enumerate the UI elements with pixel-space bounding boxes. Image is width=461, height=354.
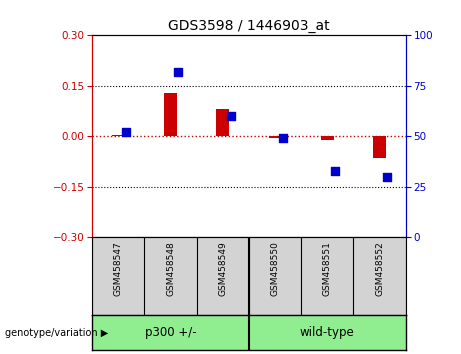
Point (384, 174, 391, 179)
Point (331, 168, 339, 173)
Bar (112, 135, 125, 136)
Text: GSM458551: GSM458551 (323, 241, 332, 296)
Bar (321, 136, 334, 139)
Text: GSM458550: GSM458550 (271, 241, 279, 296)
Bar (373, 136, 386, 158)
Text: GSM458547: GSM458547 (114, 241, 123, 296)
Text: p300 +/-: p300 +/- (145, 326, 196, 339)
Point (175, 69, 182, 75)
Point (227, 113, 234, 119)
Text: wild-type: wild-type (300, 326, 355, 339)
Text: GSM458552: GSM458552 (375, 241, 384, 296)
Title: GDS3598 / 1446903_at: GDS3598 / 1446903_at (168, 19, 330, 33)
Bar (268, 136, 282, 138)
Text: genotype/variation ▶: genotype/variation ▶ (5, 328, 108, 338)
Point (123, 130, 130, 135)
Bar (216, 109, 229, 136)
Point (279, 136, 287, 141)
Bar (164, 92, 177, 136)
Text: GSM458549: GSM458549 (219, 241, 227, 296)
Text: GSM458548: GSM458548 (166, 241, 175, 296)
